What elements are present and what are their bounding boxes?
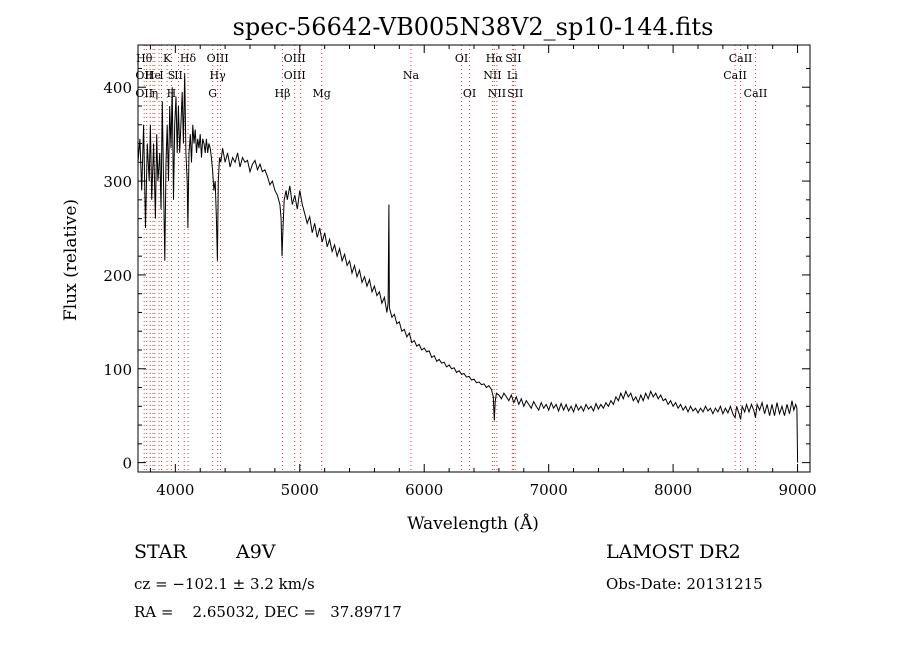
object-class: STAR xyxy=(134,541,187,563)
spectral-line-label: OII xyxy=(135,69,153,82)
spectral-line-label: K xyxy=(163,52,172,65)
y-tick-label: 300 xyxy=(103,173,132,191)
x-axis: 4000 5000 6000 7000 8000 9000 xyxy=(149,45,817,499)
spectral-line-label: Hγ xyxy=(210,69,227,82)
spectral-line-label: η xyxy=(152,87,159,100)
redshift-cz: cz = −102.1 ± 3.2 km/s xyxy=(134,575,315,593)
spectral-line-label: OIII xyxy=(284,69,306,82)
spectral-line-label: H xyxy=(167,87,177,100)
spectral-line-label: OI xyxy=(463,87,476,100)
spectral-line-label: Hδ xyxy=(180,52,197,65)
spectral-line-label: Mg xyxy=(313,87,331,100)
spectral-line-label: He xyxy=(145,69,161,82)
spectral-line-label: OI xyxy=(455,52,468,65)
spectral-line-label: Na xyxy=(403,69,420,82)
spectral-line-label: G xyxy=(208,87,217,100)
y-tick-label: 400 xyxy=(103,79,132,97)
spectral-line-label: OIII xyxy=(207,52,229,65)
spectral-line-label: Hθ xyxy=(136,52,153,65)
spectral-line-label: SII xyxy=(507,87,523,100)
y-axis-label: Flux (relative) xyxy=(61,199,81,321)
spectral-lines-layer xyxy=(143,45,756,472)
x-tick-label: 8000 xyxy=(654,481,692,499)
spectral-line-labels: HθOIIOIIHeηIKSHIIHδGOIIIHγHβOIIIOIIIMgNa… xyxy=(135,52,767,100)
x-tick-label: 5000 xyxy=(281,481,319,499)
plot-frame xyxy=(137,44,811,473)
spectrum-line xyxy=(137,73,799,463)
spectral-line-label: Li xyxy=(507,69,518,82)
x-tick-label: 4000 xyxy=(156,481,194,499)
ra-dec: RA = 2.65032, DEC = 37.89717 xyxy=(134,603,402,621)
spectral-line-label: CaII xyxy=(723,69,747,82)
x-tick-label: 7000 xyxy=(530,481,568,499)
spectral-line-label: NII xyxy=(488,87,506,100)
x-tick-label: 6000 xyxy=(405,481,443,499)
x-axis-label: Wavelength (Å) xyxy=(407,513,539,534)
spectral-line-label: II xyxy=(174,69,183,82)
y-tick-label: 100 xyxy=(103,361,132,379)
y-tick-label: 200 xyxy=(103,267,132,285)
spectral-line-label: Hα xyxy=(486,52,504,65)
spectral-line-label: S xyxy=(168,69,176,82)
survey-name: LAMOST DR2 xyxy=(606,541,741,563)
object-subclass: A9V xyxy=(236,541,276,563)
x-tick-label: 9000 xyxy=(778,481,816,499)
spectral-line-label: SII xyxy=(505,52,521,65)
spectral-line-label: Hβ xyxy=(275,87,291,100)
spectral-line-label: I xyxy=(159,69,163,82)
chart-title: spec-56642-VB005N38V2_sp10-144.fits xyxy=(233,13,714,41)
y-axis: 0 100 200 300 400 xyxy=(103,67,810,473)
obs-date: Obs-Date: 20131215 xyxy=(606,575,763,593)
y-tick-label: 0 xyxy=(122,455,132,473)
spectral-line-label: CaII xyxy=(729,52,753,65)
spectral-line-label: CaII xyxy=(744,87,768,100)
spectral-line-label: NII xyxy=(483,69,501,82)
spectral-line-label: OIII xyxy=(284,52,306,65)
spectral-line-label: OII xyxy=(135,87,153,100)
